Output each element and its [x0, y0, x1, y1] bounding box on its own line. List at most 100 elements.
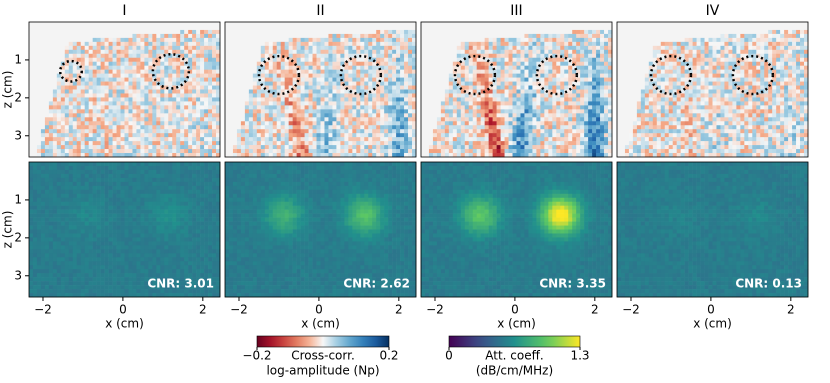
pixel — [532, 26, 536, 30]
pixel — [97, 117, 101, 121]
pixel — [121, 34, 125, 38]
pixel — [97, 54, 101, 58]
pixel — [524, 93, 528, 97]
pixel — [180, 141, 184, 145]
pixel — [200, 121, 204, 125]
pixel — [208, 125, 212, 129]
pixel — [568, 129, 572, 133]
pixel — [109, 117, 113, 121]
pixel — [429, 86, 433, 90]
pixel — [168, 129, 172, 133]
pixel — [485, 34, 489, 38]
pixel — [560, 34, 564, 38]
pixel — [41, 105, 45, 109]
pixel — [617, 54, 621, 58]
pixel — [140, 70, 144, 74]
pixel — [509, 105, 513, 109]
pixel — [600, 129, 604, 133]
pixel — [520, 22, 524, 26]
pixel — [73, 137, 77, 141]
pixel — [540, 113, 544, 117]
pixel — [233, 54, 237, 58]
pixel — [441, 137, 445, 141]
pixel — [384, 105, 388, 109]
pixel — [309, 34, 313, 38]
pixel — [121, 78, 125, 82]
pixel — [560, 125, 564, 129]
pixel — [49, 22, 53, 26]
pixel — [273, 70, 277, 74]
pixel — [461, 54, 465, 58]
pixel — [376, 109, 380, 113]
pixel — [249, 90, 253, 94]
pixel — [73, 50, 77, 54]
pixel — [33, 26, 37, 30]
pixel — [372, 105, 376, 109]
pixel — [449, 93, 453, 97]
pixel — [509, 117, 513, 121]
pixel — [497, 38, 501, 42]
pixel — [513, 133, 517, 137]
pixel — [180, 117, 184, 121]
pixel — [125, 90, 129, 94]
pixel — [588, 113, 592, 117]
pixel — [348, 62, 352, 66]
pixel — [225, 125, 229, 129]
pixel — [528, 22, 532, 26]
pixel — [461, 38, 465, 42]
pixel — [528, 149, 532, 153]
pixel — [89, 97, 93, 101]
pixel — [548, 149, 552, 153]
pixel — [517, 137, 521, 141]
pixel — [293, 70, 297, 74]
pixel — [225, 137, 229, 141]
pixel — [392, 121, 396, 125]
pixel — [273, 137, 277, 141]
pixel — [352, 105, 356, 109]
pixel — [617, 133, 621, 137]
pixel — [473, 34, 477, 38]
pixel — [208, 42, 212, 46]
pixel — [332, 66, 336, 70]
pixel — [532, 42, 536, 46]
pixel — [489, 133, 493, 137]
pixel — [81, 125, 85, 129]
pixel — [505, 121, 509, 125]
pixel — [233, 101, 237, 105]
pixel — [41, 93, 45, 97]
pixel — [233, 66, 237, 70]
pixel — [41, 66, 45, 70]
pixel — [404, 78, 408, 82]
pixel — [336, 105, 340, 109]
pixel — [544, 93, 548, 97]
pixel — [156, 26, 160, 30]
pixel — [140, 149, 144, 153]
pixel — [524, 26, 528, 30]
pixel — [548, 66, 552, 70]
pixel — [576, 145, 580, 149]
pixel — [140, 30, 144, 34]
pixel — [520, 78, 524, 82]
pixel — [481, 129, 485, 133]
pixel — [396, 97, 400, 101]
pixel — [445, 86, 449, 90]
pixel — [588, 58, 592, 62]
pixel — [113, 62, 117, 66]
pixel — [505, 109, 509, 113]
pixel — [297, 26, 301, 30]
pixel — [85, 58, 89, 62]
pixel — [125, 133, 129, 137]
pixel — [588, 141, 592, 145]
pixel — [109, 58, 113, 62]
pixel — [208, 70, 212, 74]
pixel — [481, 93, 485, 97]
pixel — [536, 38, 540, 42]
pixel — [560, 22, 564, 26]
pixel — [105, 90, 109, 94]
pixel — [368, 26, 372, 30]
pixel — [340, 113, 344, 117]
pixel — [121, 129, 125, 133]
pixel — [388, 141, 392, 145]
pixel — [360, 101, 364, 105]
pixel — [433, 42, 437, 46]
